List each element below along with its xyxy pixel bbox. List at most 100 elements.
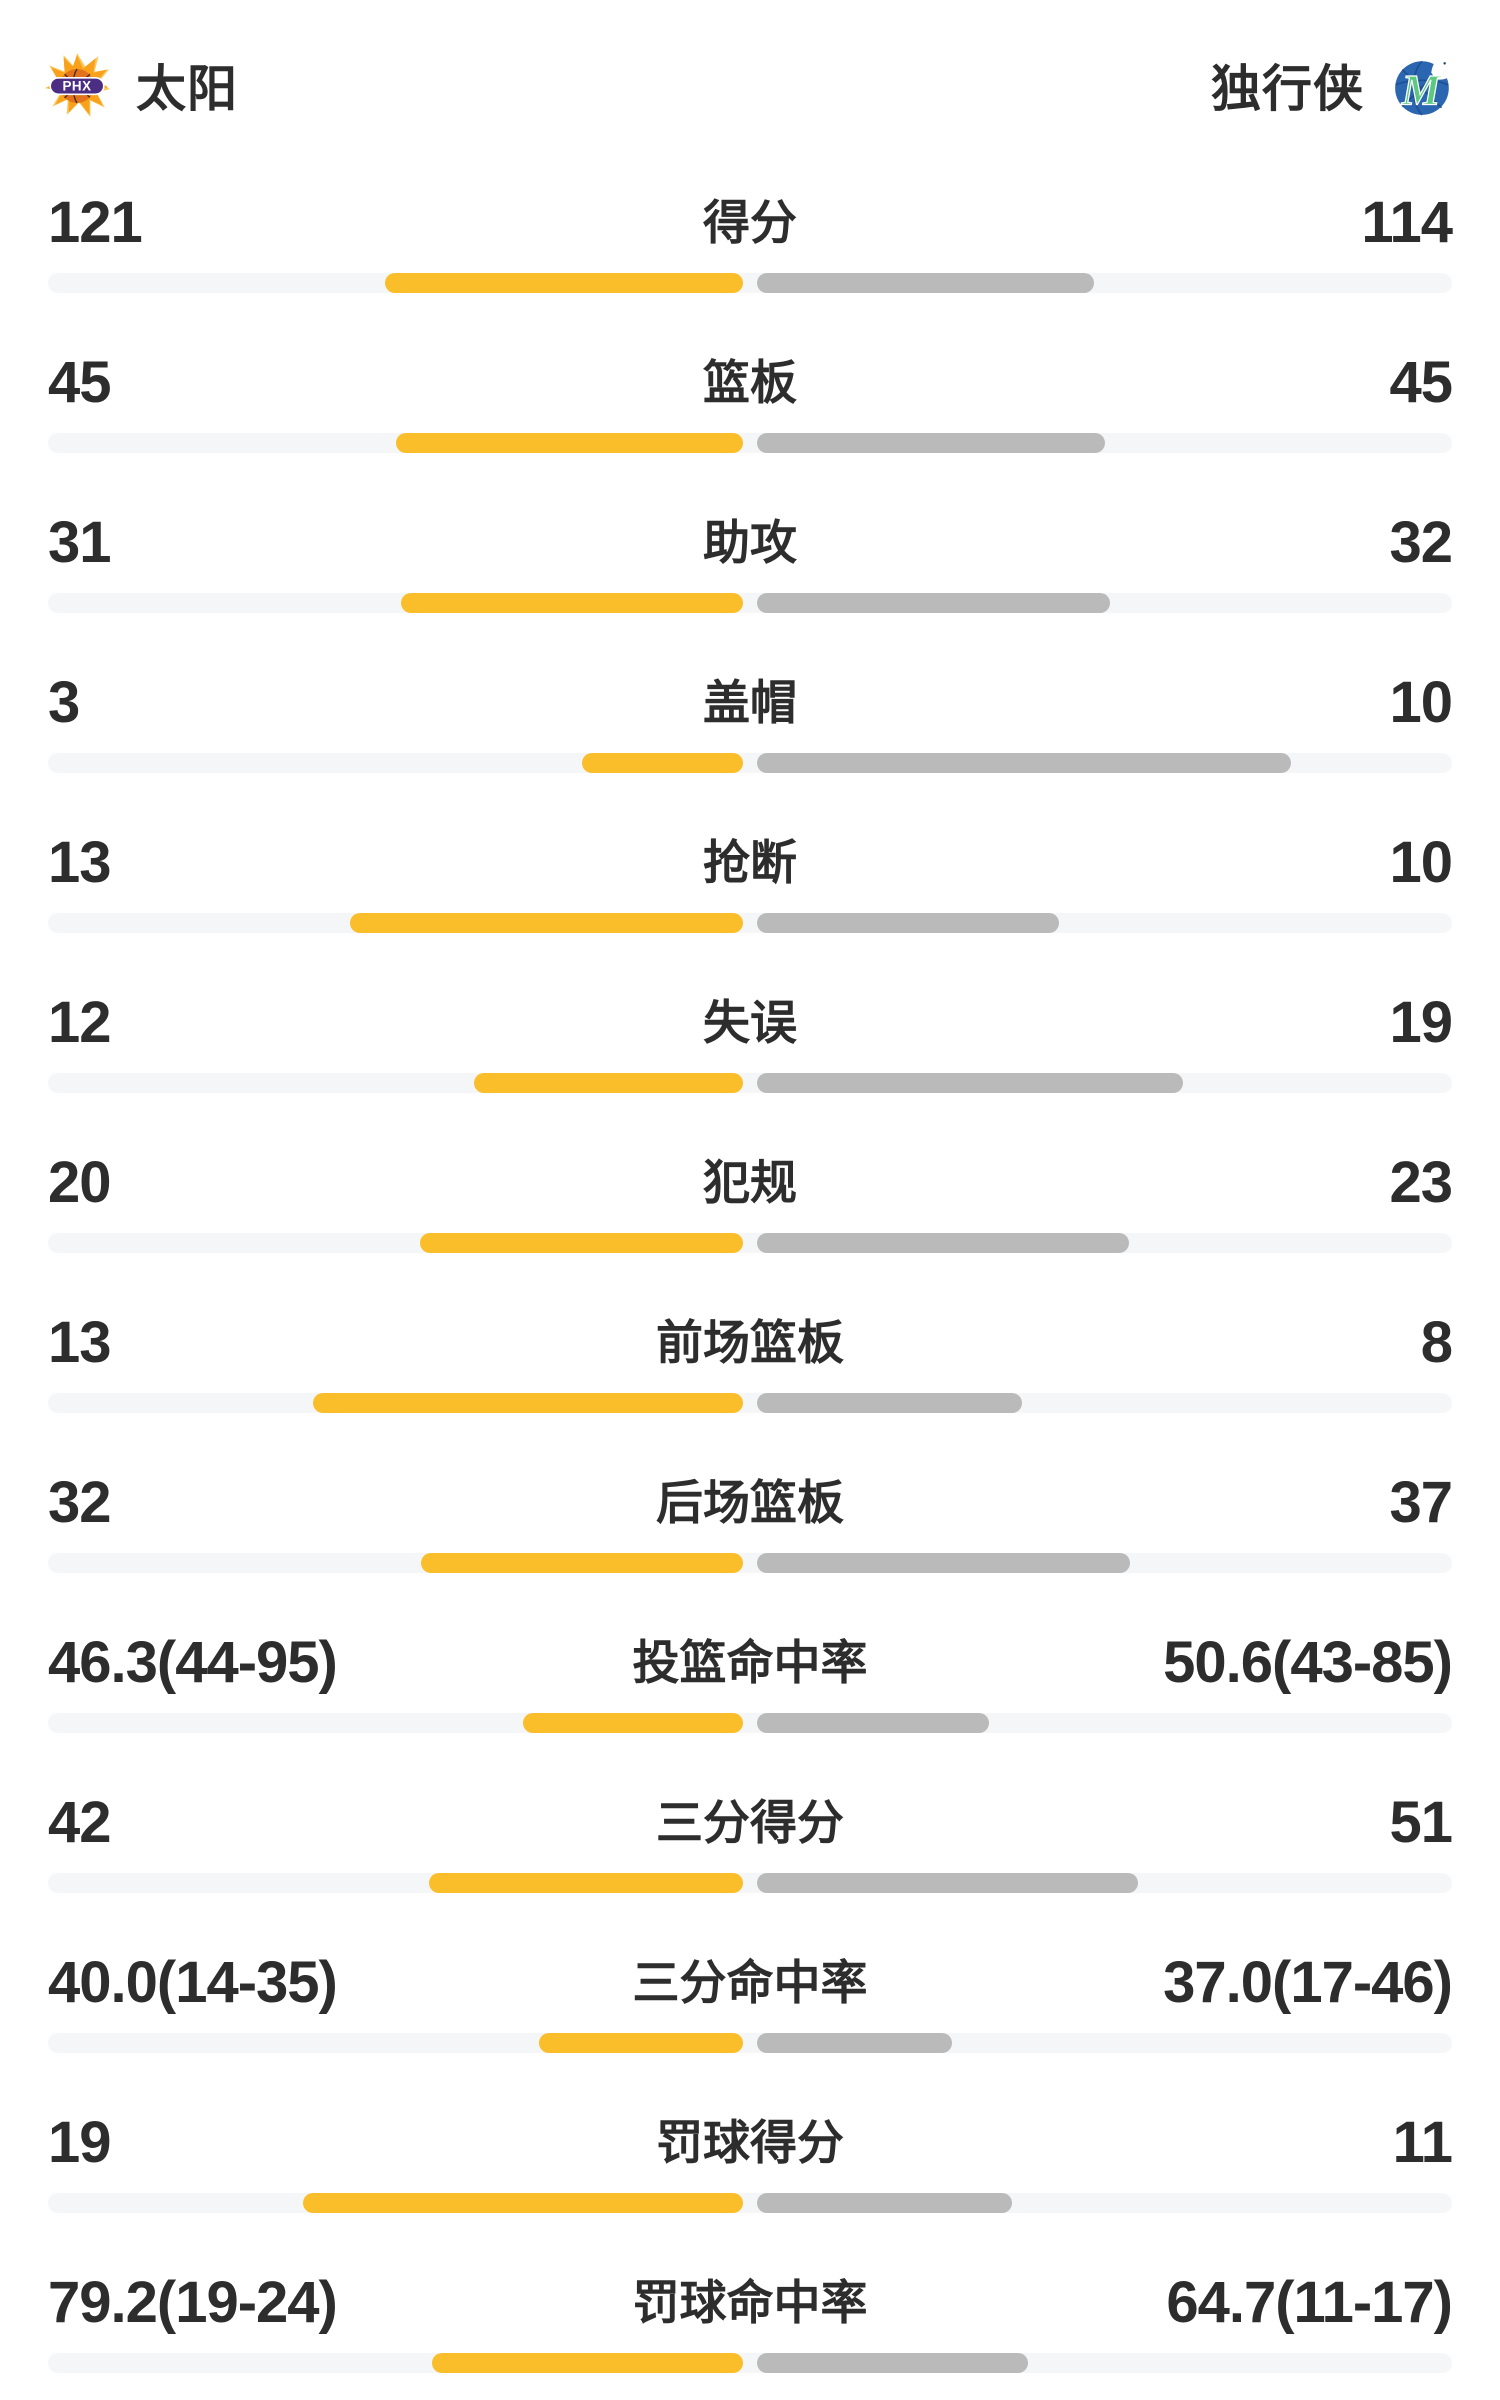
stat-label: 罚球命中率 bbox=[632, 2275, 868, 2329]
stat-bar-track bbox=[48, 2033, 1452, 2053]
stat-row: 121 得分 114 bbox=[48, 160, 1453, 320]
stat-bar-track bbox=[48, 1073, 1452, 1093]
stat-bar-track bbox=[48, 433, 1452, 453]
stat-row-values: 13 抢断 10 bbox=[48, 830, 1453, 895]
stat-bar-right bbox=[757, 913, 1060, 933]
stat-bar-track bbox=[48, 1233, 1452, 1253]
stat-bar-left-zone bbox=[48, 2033, 743, 2053]
stat-bar-right bbox=[757, 433, 1105, 453]
home-team[interactable]: PHX 太阳 bbox=[44, 49, 238, 121]
stat-bar-left bbox=[312, 1393, 743, 1413]
stat-row: 13 前场篮板 8 bbox=[48, 1280, 1453, 1440]
away-team[interactable]: 独行侠 M bbox=[1211, 49, 1456, 121]
stat-label: 失误 bbox=[703, 995, 797, 1049]
stat-bar-left-zone bbox=[48, 1233, 743, 1253]
stat-right-value: 51 bbox=[1389, 1790, 1453, 1855]
stat-row: 46.3(44-95) 投篮命中率 50.6(43-85) bbox=[48, 1600, 1453, 1760]
stat-bar-left bbox=[582, 753, 743, 773]
stat-bar-left bbox=[474, 1073, 743, 1093]
stat-bar-track bbox=[48, 913, 1452, 933]
stat-bar-left bbox=[539, 2033, 743, 2053]
stat-label: 前场篮板 bbox=[656, 1315, 844, 1369]
stat-bar-left-zone bbox=[48, 593, 743, 613]
stat-row: 3 盖帽 10 bbox=[48, 640, 1453, 800]
stat-right-value: 11 bbox=[1392, 2110, 1453, 2175]
stat-bar-right bbox=[757, 1713, 990, 1733]
stat-bar-track bbox=[48, 593, 1452, 613]
stat-bar-right-zone bbox=[757, 1873, 1452, 1893]
stat-bar-left-zone bbox=[48, 1873, 743, 1893]
stat-bar-left bbox=[350, 913, 743, 933]
stat-label: 得分 bbox=[703, 195, 797, 249]
stat-left-value: 32 bbox=[48, 1470, 112, 1535]
stat-label: 三分命中率 bbox=[632, 1955, 868, 2009]
stat-bar-right-zone bbox=[757, 1393, 1452, 1413]
stat-left-value: 13 bbox=[48, 830, 112, 895]
stat-bar-left bbox=[432, 2353, 743, 2373]
stat-row: 19 罚球得分 11 bbox=[48, 2080, 1453, 2240]
stat-bar-left-zone bbox=[48, 2193, 743, 2213]
stat-bar-right bbox=[757, 1073, 1184, 1093]
stat-bar-left bbox=[428, 1873, 743, 1893]
suns-logo-icon: PHX bbox=[45, 53, 110, 117]
stat-bar-right bbox=[757, 2353, 1029, 2373]
stat-bar-right-zone bbox=[757, 2193, 1452, 2213]
stat-left-value: 3 bbox=[48, 670, 80, 735]
stat-bar-track bbox=[48, 1873, 1452, 1893]
stat-bar-track bbox=[48, 1553, 1452, 1573]
stat-bar-left-zone bbox=[48, 273, 743, 293]
stat-right-value: 37 bbox=[1389, 1470, 1453, 1535]
stat-bar-right bbox=[757, 273, 1095, 293]
stat-bar-right-zone bbox=[757, 2033, 1452, 2053]
stat-bar-right-zone bbox=[757, 753, 1452, 773]
stat-row-values: 20 犯规 23 bbox=[48, 1150, 1453, 1215]
stat-bar-left-zone bbox=[48, 2353, 743, 2373]
stat-bar-right-zone bbox=[757, 1553, 1452, 1573]
stat-bar-right bbox=[757, 2193, 1013, 2213]
stat-bar-left bbox=[522, 1713, 743, 1733]
stat-bar-left bbox=[419, 1233, 743, 1253]
teams-header: PHX 太阳 独行侠 M bbox=[0, 0, 1500, 160]
stat-left-value: 20 bbox=[48, 1150, 112, 1215]
stat-right-value: 64.7(11-17) bbox=[1166, 2270, 1453, 2335]
stat-left-value: 79.2(19-24) bbox=[48, 2270, 338, 2335]
stat-row-values: 40.0(14-35) 三分命中率 37.0(17-46) bbox=[48, 1954, 1453, 2012]
stat-label: 后场篮板 bbox=[656, 1475, 844, 1529]
stat-row: 79.2(19-24) 罚球命中率 64.7(11-17) bbox=[48, 2240, 1453, 2400]
stat-right-value: 45 bbox=[1389, 350, 1453, 415]
stat-label: 抢断 bbox=[703, 835, 797, 889]
mavericks-logo-icon: M bbox=[1395, 57, 1454, 116]
stat-bar-right bbox=[757, 2033, 953, 2053]
stat-right-value: 19 bbox=[1389, 990, 1453, 1055]
stat-row-values: 45 篮板 45 bbox=[48, 350, 1453, 415]
stat-left-value: 13 bbox=[48, 1310, 112, 1375]
stat-label: 篮板 bbox=[703, 355, 797, 409]
stat-bar-right bbox=[757, 593, 1111, 613]
stat-bar-right bbox=[757, 1553, 1130, 1573]
stat-row: 32 后场篮板 37 bbox=[48, 1440, 1453, 1600]
stat-right-value: 23 bbox=[1389, 1150, 1453, 1215]
stat-bar-right bbox=[757, 753, 1292, 773]
stat-left-value: 19 bbox=[48, 2110, 112, 2175]
stat-row: 40.0(14-35) 三分命中率 37.0(17-46) bbox=[48, 1920, 1453, 2080]
stat-bar-right bbox=[757, 1233, 1129, 1253]
away-team-name: 独行侠 bbox=[1211, 61, 1364, 117]
stat-bar-track bbox=[48, 273, 1452, 293]
svg-text:PHX: PHX bbox=[62, 79, 91, 94]
stat-right-value: 50.6(43-85) bbox=[1163, 1630, 1453, 1695]
stat-row-values: 31 助攻 32 bbox=[48, 510, 1453, 575]
stat-left-value: 45 bbox=[48, 350, 112, 415]
stat-label: 助攻 bbox=[703, 515, 797, 569]
stat-row: 13 抢断 10 bbox=[48, 800, 1453, 960]
stat-bar-right-zone bbox=[757, 273, 1452, 293]
stat-bar-left bbox=[401, 593, 743, 613]
stat-bar-right bbox=[757, 1393, 1022, 1413]
stat-bar-right-zone bbox=[757, 1233, 1452, 1253]
stat-left-value: 31 bbox=[48, 510, 112, 575]
stat-left-value: 12 bbox=[48, 990, 112, 1055]
stat-bar-track bbox=[48, 2353, 1452, 2373]
stat-label: 投篮命中率 bbox=[632, 1635, 868, 1689]
stat-row-values: 79.2(19-24) 罚球命中率 64.7(11-17) bbox=[48, 2270, 1453, 2335]
stat-row-values: 13 前场篮板 8 bbox=[48, 1310, 1453, 1375]
stat-label: 盖帽 bbox=[703, 675, 797, 729]
